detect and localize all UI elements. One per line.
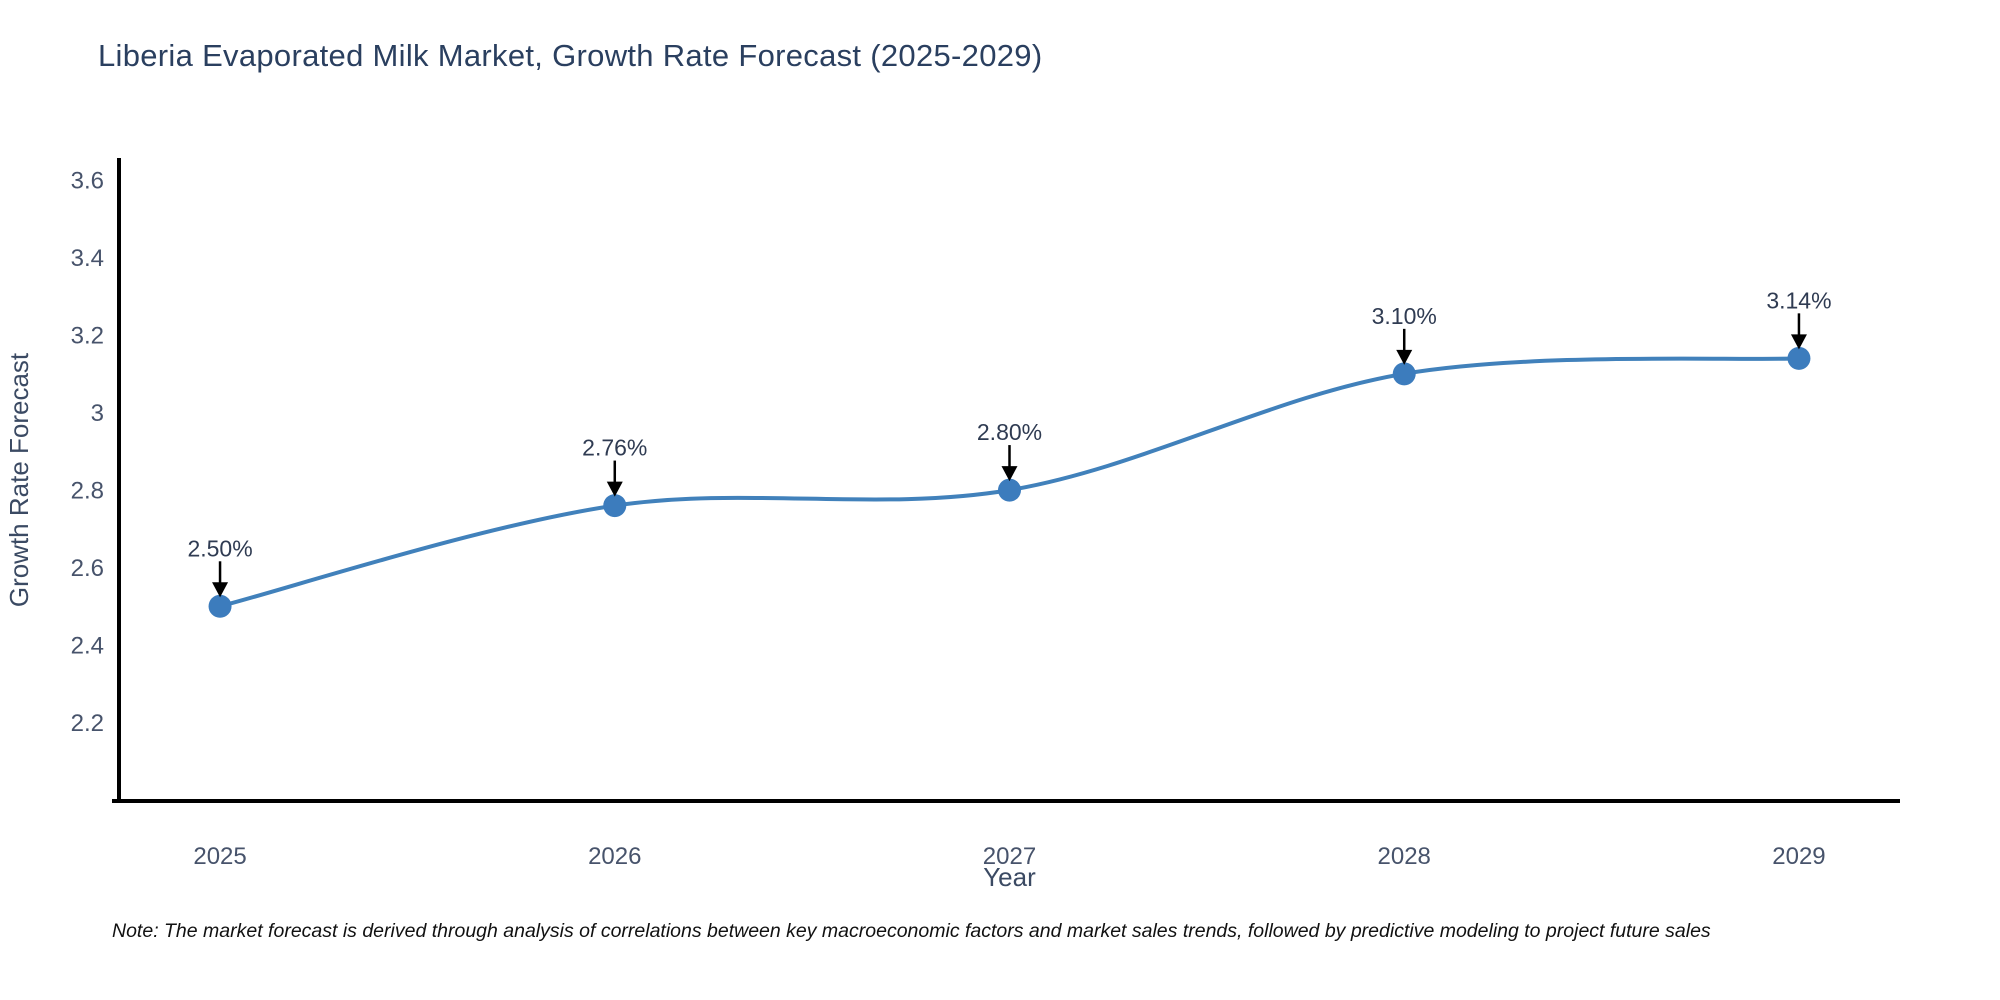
x-tick-label: 2025	[193, 843, 246, 870]
annotation-arrow-head-icon	[606, 481, 623, 497]
data-point-marker	[208, 594, 232, 618]
x-axis-title: Year	[983, 862, 1036, 892]
footnote: Note: The market forecast is derived thr…	[112, 920, 1711, 942]
chart-title: Liberia Evaporated Milk Market, Growth R…	[98, 38, 1043, 73]
y-tick-label: 2.8	[71, 478, 104, 505]
data-point-marker	[1392, 362, 1416, 386]
data-point-marker	[998, 478, 1021, 502]
x-tick-label: 2028	[1378, 843, 1431, 870]
data-point-label: 3.14%	[1766, 287, 1831, 313]
y-tick-label: 3.2	[71, 323, 104, 350]
annotation-arrow-head-icon	[1001, 466, 1018, 482]
y-tick-label: 2.6	[71, 555, 104, 582]
data-point-label: 2.80%	[977, 419, 1042, 445]
x-tick-label: 2026	[588, 843, 641, 870]
x-tick-label: 2029	[1772, 843, 1825, 870]
x-tick-label: 2027	[983, 843, 1036, 870]
y-tick-label: 2.4	[71, 633, 104, 660]
annotation-arrow-head-icon	[212, 582, 229, 598]
y-tick-label: 3.6	[71, 168, 104, 195]
y-axis-title: Growth Rate Forecast	[4, 352, 34, 607]
data-point-marker	[1787, 346, 1811, 370]
data-point-label: 3.10%	[1372, 303, 1437, 329]
data-point-label: 2.76%	[582, 435, 647, 461]
data-point-marker	[603, 494, 627, 518]
y-tick-label: 2.2	[71, 710, 104, 737]
y-tick-label: 3.4	[71, 245, 104, 272]
data-point-label: 2.50%	[187, 535, 252, 561]
y-tick-label: 3	[91, 400, 104, 427]
annotation-arrow-head-icon	[1790, 334, 1807, 350]
annotation-arrow-head-icon	[1396, 349, 1413, 365]
